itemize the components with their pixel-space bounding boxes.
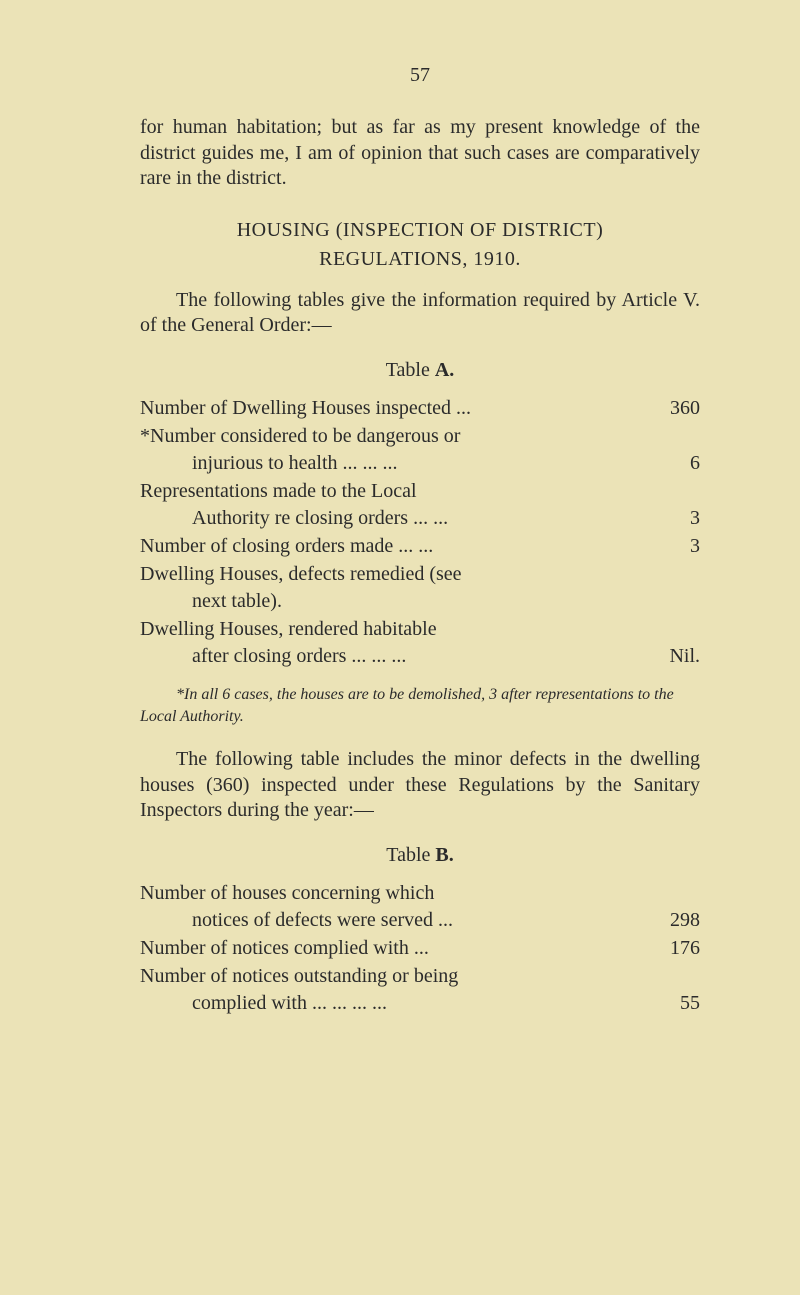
table-a: Number of Dwelling Houses inspected ... …	[140, 396, 700, 670]
table-b-row: complied with ... ... ... ... 55	[140, 991, 700, 1017]
table-a-row: Dwelling Houses, rendered habitable	[140, 617, 700, 643]
table-b-row-value: 55	[644, 991, 700, 1017]
table-a-row-value: 6	[644, 451, 700, 477]
table-a-row: Dwelling Houses, defects remedied (see	[140, 562, 700, 588]
table-b-row-text: Number of houses concerning which	[140, 881, 644, 907]
footnote: *In all 6 cases, the houses are to be de…	[140, 684, 700, 727]
table-a-prefix: Table	[386, 359, 435, 381]
table-b-row-text: complied with ... ... ... ...	[140, 991, 644, 1017]
table-b-row: notices of defects were served ... 298	[140, 908, 700, 934]
paragraph-1: for human habitation; but as far as my p…	[140, 115, 700, 192]
paragraph-3: The following table includes the minor d…	[140, 747, 700, 824]
table-a-row: Number of closing orders made ... ... 3	[140, 534, 700, 560]
table-b-row: Number of notices outstanding or being	[140, 964, 700, 990]
table-b-prefix: Table	[386, 844, 435, 866]
table-a-row: next table).	[140, 589, 700, 615]
page-number: 57	[140, 64, 700, 87]
table-a-row: Authority re closing orders ... ... 3	[140, 506, 700, 532]
table-a-row-value: 3	[644, 534, 700, 560]
table-b-row: Number of notices complied with ... 176	[140, 936, 700, 962]
table-b-row-text: Number of notices outstanding or being	[140, 964, 644, 990]
table-b-label: Table B.	[140, 844, 700, 867]
table-a-row-value: Nil.	[644, 644, 700, 670]
paragraph-2: The following tables give the informatio…	[140, 288, 700, 339]
table-a-row-text: Authority re closing orders ... ...	[140, 506, 644, 532]
table-a-label: Table A.	[140, 359, 700, 382]
table-b-row-value: 298	[644, 908, 700, 934]
heading: HOUSING (INSPECTION OF DISTRICT) REGULAT…	[140, 216, 700, 274]
table-b-row: Number of houses concerning which	[140, 881, 700, 907]
table-a-row-text: after closing orders ... ... ...	[140, 644, 644, 670]
table-a-row-text: Dwelling Houses, rendered habitable	[140, 617, 644, 643]
table-a-row-text: next table).	[140, 589, 644, 615]
table-a-letter: A.	[435, 359, 454, 381]
heading-line-1: HOUSING (INSPECTION OF DISTRICT)	[140, 216, 700, 245]
table-b: Number of houses concerning which notice…	[140, 881, 700, 1017]
table-a-row-text: Representations made to the Local	[140, 479, 644, 505]
table-a-row: after closing orders ... ... ... Nil.	[140, 644, 700, 670]
table-a-row: Representations made to the Local	[140, 479, 700, 505]
table-b-row-text: Number of notices complied with ...	[140, 936, 644, 962]
table-a-row: *Number considered to be dangerous or	[140, 424, 700, 450]
table-a-row-value: 3	[644, 506, 700, 532]
table-a-row-text: Number of Dwelling Houses inspected ...	[140, 396, 644, 422]
table-a-row: Number of Dwelling Houses inspected ... …	[140, 396, 700, 422]
table-b-row-value: 176	[644, 936, 700, 962]
table-a-row-text: Dwelling Houses, defects remedied (see	[140, 562, 644, 588]
table-a-row-text: injurious to health ... ... ...	[140, 451, 644, 477]
page: 57 for human habitation; but as far as m…	[0, 0, 800, 1079]
table-a-row: injurious to health ... ... ... 6	[140, 451, 700, 477]
table-b-letter: B.	[435, 844, 453, 866]
table-b-row-text: notices of defects were served ...	[140, 908, 644, 934]
table-a-row-value: 360	[644, 396, 700, 422]
table-a-row-text: *Number considered to be dangerous or	[140, 424, 644, 450]
table-a-row-text: Number of closing orders made ... ...	[140, 534, 644, 560]
heading-line-2: REGULATIONS, 1910.	[140, 245, 700, 274]
